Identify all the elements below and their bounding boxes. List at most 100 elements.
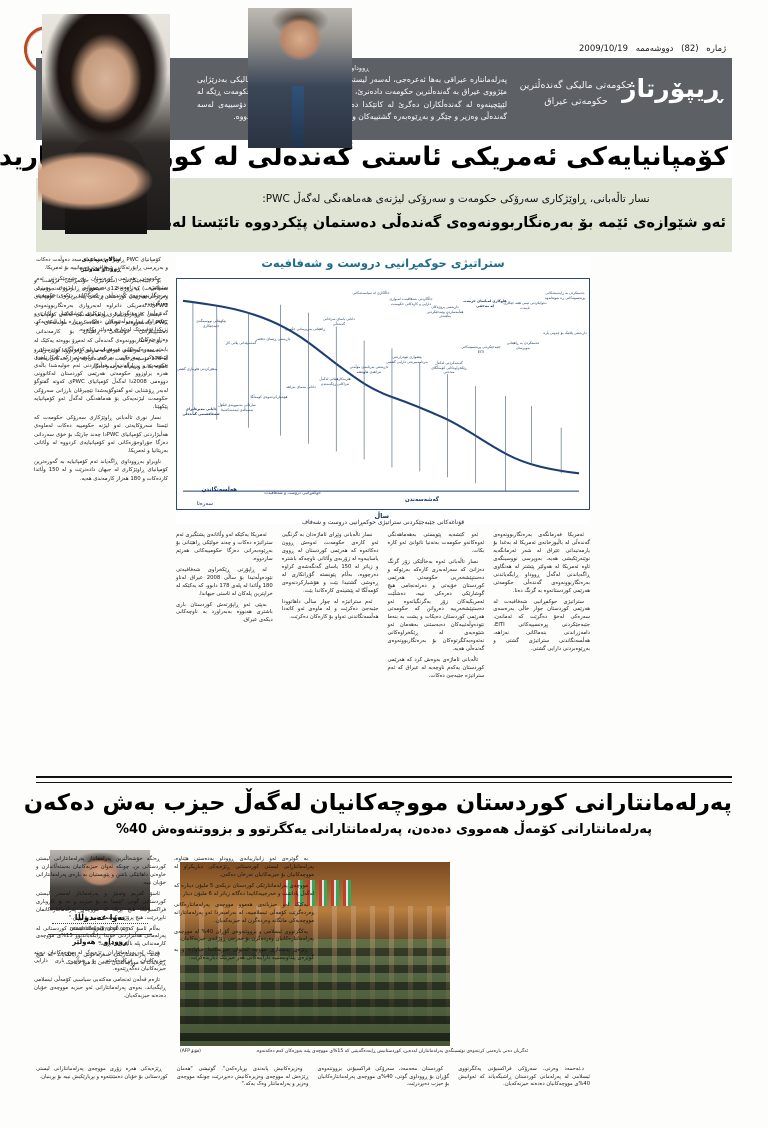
- paragraph: د.ئەحمەد وەرتی، سەرۆکی فراکسیۆنی یەکگرتو…: [458, 1066, 590, 1088]
- author-divider-rule: [48, 934, 152, 935]
- chart-label-17: هۆشیارکردنەوەی کۆمەڵگا: [250, 395, 288, 399]
- issue-number: (82): [681, 44, 699, 54]
- author-place: ڕووداو – هەولێر: [72, 938, 128, 946]
- paragraph: ناوبراو بەڕووداوی ڕاگەیاند ئەم کۆمپانیای…: [34, 459, 168, 482]
- chart-label-8: جاڵاکردنی شەفافیەت لەبواری دارایی و کارە…: [389, 297, 433, 306]
- paragraph: حکومەتی هەرێمی کوردستان بۆ جێبەجێکردنی ئ…: [36, 276, 168, 308]
- governance-strategy-chart: ستراتیژی حوکمڕانیی دروست و شەفافیەت: [176, 256, 590, 526]
- chart-stems: [192, 301, 562, 492]
- lead-byline: ڕووداو-بەغدا: [334, 64, 370, 72]
- article2-subheadline: پەرلەمانتارانی کۆمەڵ هەمووی دەدەن، پەرلە…: [115, 822, 653, 837]
- article1-column-3: نسار تاڵەبانی وێڕای ئاماژەدان بە گرنگیی …: [282, 532, 379, 764]
- paragraph: کوردستان محەمەد، سەرۆکی فراکسیۆنی بزووتن…: [317, 1066, 450, 1088]
- paragraph: ستراتیژی حوکمڕانیی شەفافیەت لە هەرێمی کو…: [493, 598, 590, 653]
- chart-label-15: دانانی بنەمای نەزاهە: [286, 385, 316, 389]
- paragraph: نسار نوری تاڵەبانی ڕاوێژکاری سەرۆکی حکوم…: [34, 415, 168, 455]
- chart-start-label: سەرەتا: [196, 501, 213, 507]
- chart-y-axis-label: گەشەسەندن: [405, 497, 439, 503]
- chart-frame: دەستکردن بە ڕاپەستەکانی پڕەنسیپەکانی ڕە …: [176, 278, 590, 520]
- paragraph: تاڵەبانی ئاماژەی بەوەش کرد کە هەرێمی کور…: [387, 657, 485, 679]
- paragraph: نسار تاڵەبانی وێڕای ئاماژەدان بە گرنگیی …: [281, 532, 379, 594]
- chart-label-2: دەوایکردنی تیمی هێنە جێکاری تایبەت: [503, 301, 547, 310]
- article2-bottom-column-1: د.ئەحمەد وەرتی، سەرۆکی فراکسیۆنی یەکگرتو…: [458, 1066, 590, 1122]
- article2-bottom-column-3: وەزیرەکانیش پابەندی بڕیارەکەن". گوتیشی "…: [177, 1066, 309, 1122]
- chart-curve-path: [182, 299, 580, 475]
- chart-label-16: داڕشتنی ڕێسای دەفتەر: [255, 337, 291, 341]
- section-subtitle-line2: حکومەتی عیراق: [544, 96, 608, 108]
- article1-column-1: ئەمریکا فەرمانگەی بەرەنگاربوونەوەی گەندە…: [493, 532, 590, 764]
- chart-x-axis-label: ساڵ: [374, 512, 389, 520]
- photo-credit: (فۆتۆ AFP): [180, 1049, 201, 1054]
- paragraph: لە ڕاپۆرتی ڕێکخراوی شەفافیەتی نێودەوڵەتی…: [176, 566, 273, 597]
- article1-sidebar-bytag: ڕووداو هەولێر: [81, 266, 121, 273]
- section-tag: ڕیپۆرتاژ: [622, 74, 722, 103]
- chart-curve-svg: [182, 299, 580, 492]
- article1-sidebar-byline: سالام سەعدی: [81, 257, 121, 263]
- article2-bottom-column-2: کوردستان محەمەد، سەرۆکی فراکسیۆنی بزووتن…: [318, 1066, 450, 1122]
- parliament-raised-hands: [180, 906, 450, 1032]
- chart-label-12: دانانی یاسای سزادانی گەندەڵی: [323, 317, 355, 326]
- paragraph: هەنێک لە پەرلەمانتاران ڕێژەیەک لە مووچەک…: [34, 950, 166, 972]
- article2-intro-text: هەنێک لە پەرلەمانتاران ڕێژەیەک لە مووچەک…: [34, 950, 166, 1001]
- paragraph: ئاسۆ کەریم وتەبێژ و پەرلەمانتار لەسەر لی…: [36, 890, 166, 921]
- article1-column-4: ئەمریکا یەکێکە لەو وڵاتانەی پشتگیری ئەم …: [176, 532, 273, 764]
- article1-column-2: ئەو کێشەیە پێویستی بەهەماهەنگی ئەوەکانەو…: [388, 532, 485, 764]
- paragraph: دەستەی نەزاهەی عیراق لە ماوەی ڕابردوودا …: [36, 348, 168, 371]
- chart-curve-label: حوکمڕانیی دروست و شەفافیەت: [264, 490, 321, 495]
- chart-label-9: پێشوازی نێوەزارەتی بەرنامەمیرەنی دارایی …: [385, 355, 429, 364]
- chart-caption: قۆناغەکانی جێبەجێکردنی ستراتیژی حوکمڕانی…: [301, 519, 465, 526]
- chart-label-1: داڕشتنی پلانێک بۆ چەوتی پارە: [543, 331, 587, 335]
- paragraph: بەپێی ئەو ڕاپۆرتەش کوردستان باری باشتری …: [176, 601, 273, 624]
- parliament-photo-caption: (فۆتۆ AFP) ئەگریان دەنی بارەمنی کرتنەوەی…: [180, 1049, 528, 1056]
- article-divider-thin: [36, 782, 732, 783]
- article1-sidebar-column: سالام سەعدی ڕووداو هەولێر بۆ جێبەجێکردنی…: [34, 256, 168, 766]
- paragraph: چەند پەرلەمانتارێکی سەربەخۆش ڕایانگەیاند…: [36, 952, 166, 967]
- article1-far-left-column: کۆمپانیای PWC ڕاوێژکاری زیاتر لە سەد دەو…: [36, 256, 168, 760]
- chart-baseline-label: هەڵسەنگاندن: [201, 487, 237, 493]
- paragraph: یەکێک لەو حیزبانەی هەموو مووچەی پەرلەمان…: [174, 901, 314, 924]
- chart-label-4: هاوکاری لەیاسای خزمەت لە مەخفی: [463, 299, 507, 308]
- author-email[interactable]: newaabdalla@yahoo.com: [70, 926, 130, 932]
- chart-label-6: گەشەکردنی لەکەڵ ڕێکخراوەکانی کۆمەڵگای مە…: [431, 361, 467, 375]
- author-name: نەوا عەبدوڵڵا: [74, 913, 126, 922]
- parliament-photo: [180, 862, 450, 1046]
- paragraph: بۆ جێبەجێکردنی (ستراتیژی حوکمڕانیی دروست…: [34, 278, 168, 334]
- paragraph: ڕێژەیەکی هەرە زۆری مووچەی پەرلەمانتارانی…: [36, 1066, 168, 1080]
- paragraph: تازەم قەڵەن ئەنجامی مەکتەبی سیاسیی کۆمەڵ…: [34, 976, 166, 999]
- article2-author-card: نەوا عەبدوڵڵا newaabdalla@yahoo.com ڕوود…: [34, 850, 166, 1004]
- article-divider-thick: [36, 776, 732, 779]
- paragraph: نسار تاڵەبانی ئەوە بەخاڵێکی زۆر گرنگ دەز…: [387, 558, 485, 653]
- parliament-flags: [282, 880, 353, 907]
- portrait-woman-hand: [38, 150, 158, 212]
- issue-weekday: دووشەممە: [635, 44, 674, 54]
- chart-label-10: جاڵاکاری لە سیاسەتەکانی: [352, 291, 390, 295]
- section-subtitle-line1: حکومەتی مالیکی گەندەڵترین: [519, 80, 633, 91]
- article1-kicker: نسار تاڵەبانی، ڕاوێژکاری سەرۆکی حکومەت و…: [262, 193, 650, 205]
- chart-label-11: داڕشتنی بەرنامەی مۆڵەتی نەزاهەی هاوپێشە: [349, 365, 389, 374]
- paragraph: ڕەنگە خۆشحاڵترین پەرلەمانتار پەرلەمانتار…: [36, 856, 166, 886]
- issue-date: 2009/10/19: [579, 44, 628, 54]
- paragraph: بۆ بەرەنگاربوونەوەی گەندەڵی کە ئەمڕۆ بوو…: [34, 338, 168, 411]
- chart-label-0: دەستکردن بە ڕاپەستەکانی پڕەنسیپەکانی ڕە …: [544, 291, 586, 300]
- chart-label-14: ڕاهێنانی بەرپرسانی حکومی: [284, 327, 326, 331]
- chart-label-7: داڕشتنی پرۆژەکان هەڵبەساردن وێبەجێکردنی …: [426, 305, 464, 319]
- paragraph: ئەو کێشەیە پێویستی بەهەماهەنگی ئەوەکانەو…: [387, 532, 485, 554]
- paragraph: وەزیرەکانیش پابەندی بڕیارەکەن". گوتیشی "…: [176, 1066, 309, 1088]
- paragraph: مووچەی پەرلەمانتارێکی کوردستان نزیکەی 5 …: [174, 882, 314, 897]
- issue-label: ژماره: [706, 44, 727, 54]
- chart-title: ستراتیژی حوکمڕانیی دروست و شەفافیەت: [261, 256, 505, 270]
- paragraph: ئەمریکا یەکێکە لەو وڵاتانەی پشتگیری ئەم …: [176, 532, 273, 562]
- paragraph: لیستی کاروباری ئیداری و هەماهەنگی لەگەڵ …: [36, 312, 168, 343]
- lead-block: ڕووداو-بەغدا پەرلەمانتارە عیراقی بەها ئە…: [197, 64, 507, 123]
- photo-caption-text: ئەگریان دەنی بارەمنی کرتنەوەی نوێسینگەی …: [255, 1049, 528, 1054]
- paragraph: بەڵام ئاسۆ کەریم گوتی هەروەک لیستی کوردس…: [36, 925, 166, 948]
- article2-bottom-column-4: ڕێژەیەکی هەرە زۆری مووچەی پەرلەمانتارانی…: [36, 1066, 168, 1122]
- chart-label-21: دانانی مەترەلیزای شەفافشتنی گەندەڵی: [182, 407, 220, 416]
- chart-label-22: بەهێزکردنی هاوبیاری گشتی: [177, 367, 217, 371]
- chart-label-18: گەشەپێدانی پلانی کار: [225, 341, 257, 345]
- article2-headline: پەرلەمانتارانی کوردستان مووچەکانیان لەگە…: [23, 790, 732, 816]
- chart-label-3: دەستکردن بە ڕاهێنانی بەوپرسان: [506, 341, 540, 350]
- article2-bottom-columns: د.ئەحمەد وەرتی، سەرۆکی فراکسیۆنی یەکگرتو…: [36, 1066, 590, 1122]
- section-subtitle: حکومەتی مالیکی گەندەڵترین حکومەتی عیراق: [516, 78, 636, 110]
- lead-text: پەرلەمانتارە عیراقی بەها ئەعرەجی، لەسەر …: [197, 75, 508, 121]
